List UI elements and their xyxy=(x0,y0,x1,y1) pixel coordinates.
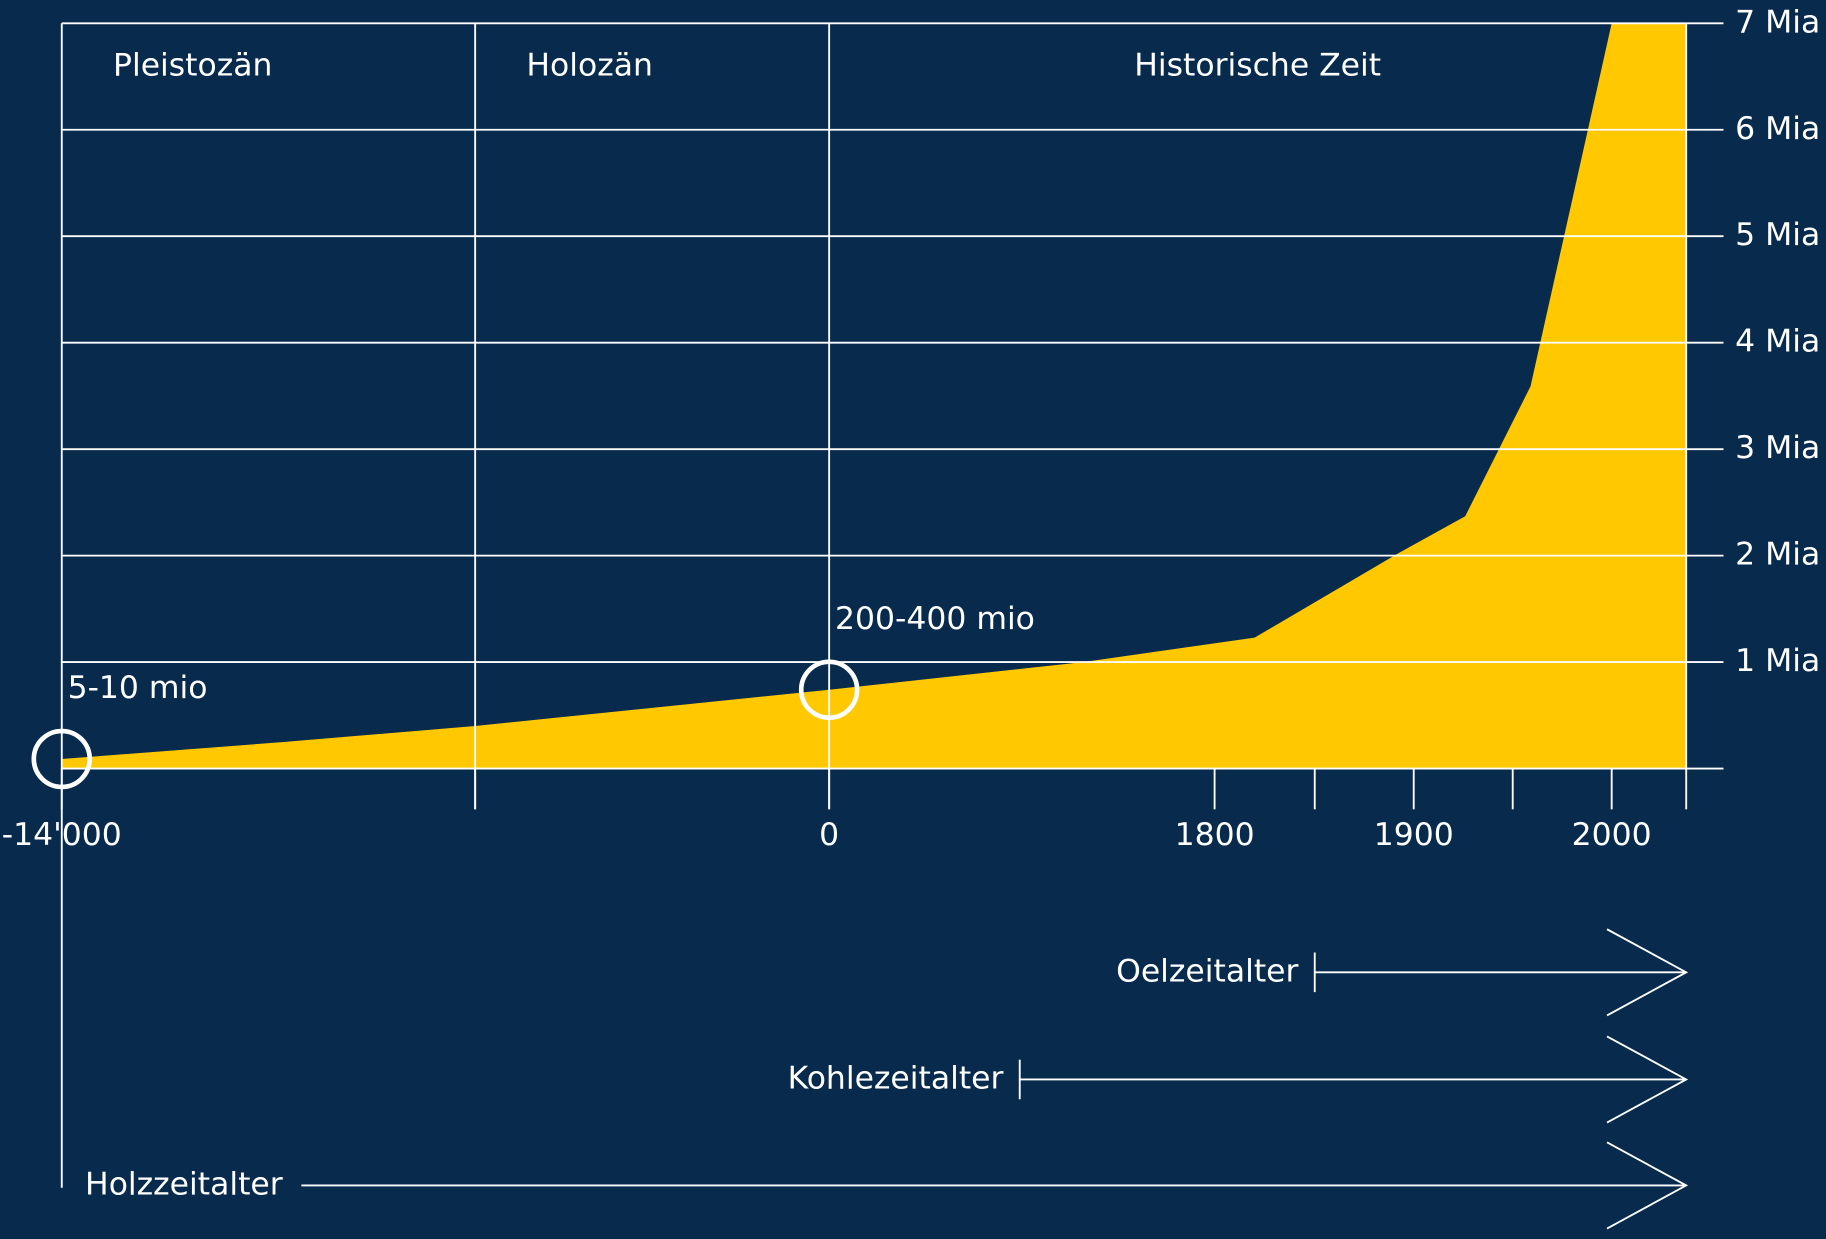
y-tick-label: 3 Mia xyxy=(1735,430,1820,466)
annotation-label: 5-10 mio xyxy=(68,670,208,706)
x-tick-label: 2000 xyxy=(1572,817,1652,853)
x-tick-label: 1800 xyxy=(1175,817,1255,853)
period-arrow-head xyxy=(1606,928,1689,1017)
annotation-circle xyxy=(798,659,860,721)
period-arrow-head xyxy=(1606,1035,1689,1124)
x-tick-label: -14'000 xyxy=(2,817,122,853)
y-tick-label: 4 Mia xyxy=(1735,324,1820,360)
area xyxy=(61,23,1687,769)
y-tick-label: 2 Mia xyxy=(1735,537,1820,573)
period-label: Holzzeitalter xyxy=(85,1166,283,1202)
annotation-label: 200-400 mio xyxy=(835,601,1035,637)
annotation-circle xyxy=(31,728,93,790)
x-tick-label: 0 xyxy=(819,817,839,853)
y-tick-label: 6 Mia xyxy=(1735,111,1820,147)
period-label: Oelzeitalter xyxy=(1116,953,1298,989)
period-arrow-head xyxy=(1606,1141,1689,1230)
y-tick-label: 5 Mia xyxy=(1735,217,1820,253)
period-label: Kohlezeitalter xyxy=(788,1060,1004,1096)
era-label: Historische Zeit xyxy=(1134,47,1381,83)
y-tick-label: 1 Mia xyxy=(1735,643,1820,679)
x-tick-label: 1900 xyxy=(1374,817,1454,853)
era-label: Pleistozän xyxy=(113,47,272,83)
era-label: Holozän xyxy=(526,47,653,83)
y-tick-label: 7 Mia xyxy=(1735,4,1820,40)
